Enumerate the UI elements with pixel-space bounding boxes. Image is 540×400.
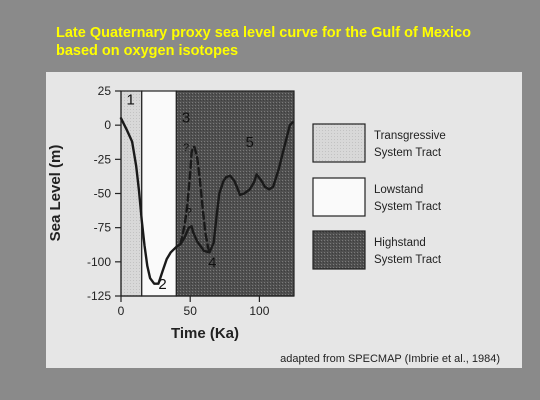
- uncertainty-mark: ?: [186, 206, 192, 218]
- x-axis-label: Time (Ka): [171, 325, 239, 342]
- stage-label-1: 1: [127, 92, 135, 109]
- credit-text: adapted from SPECMAP (Imbrie et al., 198…: [280, 353, 500, 365]
- stage-label-3: 3: [182, 109, 190, 126]
- region-highstand: [175, 90, 295, 297]
- y-tick-label: -125: [87, 289, 111, 303]
- y-tick-label: -75: [94, 221, 112, 235]
- y-tick-label: 0: [104, 118, 111, 132]
- legend-label-line-2: System Tract: [374, 254, 442, 266]
- legend-swatch-0: [312, 123, 366, 163]
- legend-label-line-1: Highstand: [374, 237, 426, 249]
- legend-swatch-2: [312, 230, 366, 270]
- legend-label-line-1: Transgressive: [374, 130, 446, 142]
- slide-title-line-1: Late Quaternary proxy sea level curve fo…: [56, 25, 471, 41]
- x-tick-label: 50: [184, 304, 198, 318]
- legend-label-line-2: System Tract: [374, 201, 442, 213]
- slide-title-line-2: based on oxygen isotopes: [56, 43, 239, 59]
- legend-label-line-1: Lowstand: [374, 184, 423, 196]
- legend-label-line-2: System Tract: [374, 147, 442, 159]
- stage-label-5: 5: [246, 134, 254, 151]
- y-tick-label: -100: [87, 255, 111, 269]
- y-tick-label: 25: [98, 84, 112, 98]
- stage-label-2: 2: [158, 276, 166, 293]
- legend-swatch-1: [312, 177, 366, 217]
- x-tick-label: 0: [118, 304, 125, 318]
- sea-level-series-dashed: [179, 145, 211, 254]
- stage-label-4: 4: [208, 254, 216, 271]
- y-tick-label: -50: [94, 187, 112, 201]
- x-tick-label: 100: [249, 304, 269, 318]
- y-tick-label: -25: [94, 152, 112, 166]
- y-axis-label: Sea Level (m): [47, 145, 64, 242]
- slide-title: Late Quaternary proxy sea level curve fo…: [56, 24, 526, 60]
- uncertainty-mark: ?: [183, 142, 189, 154]
